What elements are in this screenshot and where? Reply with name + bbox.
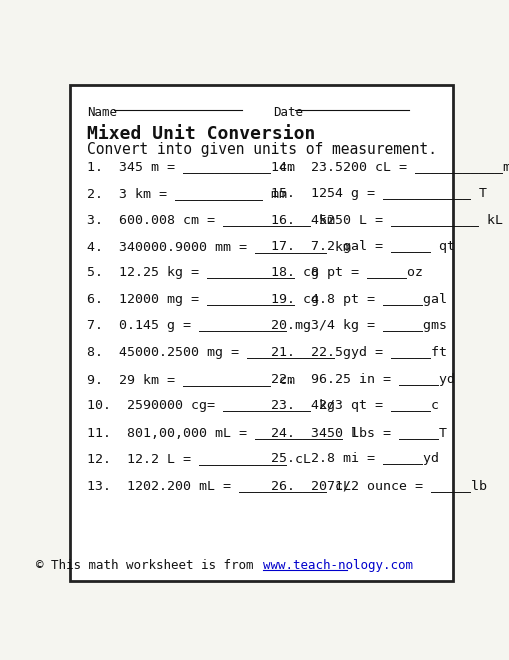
- Text: 4.  340000.9000 mm = _________ km: 4. 340000.9000 mm = _________ km: [87, 240, 350, 253]
- Text: 3.  600.008 cm = ___________ km: 3. 600.008 cm = ___________ km: [87, 213, 334, 226]
- Text: Mixed Unit Conversion: Mixed Unit Conversion: [87, 125, 315, 143]
- Text: Name: Name: [87, 106, 117, 119]
- Text: 9.  29 km = ___________ cm: 9. 29 km = ___________ cm: [87, 372, 294, 385]
- Text: Convert into given units of measurement.: Convert into given units of measurement.: [87, 143, 436, 157]
- Text: 19.  4.8 pt = _____gal: 19. 4.8 pt = _____gal: [271, 293, 446, 306]
- Text: 18.  8 pt = _____oz: 18. 8 pt = _____oz: [271, 267, 422, 279]
- Text: 24.  3450 lbs = _____T: 24. 3450 lbs = _____T: [271, 426, 446, 439]
- Text: 13.  1202.200 mL = ___________ cL: 13. 1202.200 mL = ___________ cL: [87, 479, 350, 492]
- Text: 8.  45000.2500 mg = ___________ g: 8. 45000.2500 mg = ___________ g: [87, 346, 350, 359]
- Text: 7.  0.145 g = ___________ mg: 7. 0.145 g = ___________ mg: [87, 319, 310, 333]
- Text: 23.  42/3 qt = _____c: 23. 42/3 qt = _____c: [271, 399, 439, 412]
- Text: 11.  801,00,000 mL = ___________ L: 11. 801,00,000 mL = ___________ L: [87, 426, 358, 439]
- Text: 17.  7.2 gal = _____ qt: 17. 7.2 gal = _____ qt: [271, 240, 455, 253]
- Text: www.teach-nology.com: www.teach-nology.com: [263, 559, 412, 572]
- Text: 21.  22.5 yd = _____ft: 21. 22.5 yd = _____ft: [271, 346, 446, 359]
- Text: 1.  345 m = ___________ cm: 1. 345 m = ___________ cm: [87, 160, 294, 173]
- Text: © This math worksheet is from: © This math worksheet is from: [36, 559, 261, 572]
- Text: 26.  2071/2 ounce = _____lb: 26. 2071/2 ounce = _____lb: [271, 479, 487, 492]
- Text: 15.  1254 g = ___________ T: 15. 1254 g = ___________ T: [271, 187, 487, 199]
- Text: 12.  12.2 L = ___________ cL: 12. 12.2 L = ___________ cL: [87, 452, 310, 465]
- Text: 10.  2590000 cg= ___________ kg: 10. 2590000 cg= ___________ kg: [87, 399, 334, 412]
- Text: 20.  3/4 kg = _____gms: 20. 3/4 kg = _____gms: [271, 319, 446, 333]
- Text: 2.  3 km = ___________ mm: 2. 3 km = ___________ mm: [87, 187, 287, 199]
- Text: 22.  96.25 in = _____yd: 22. 96.25 in = _____yd: [271, 372, 455, 385]
- Text: Date: Date: [272, 106, 302, 119]
- Text: 6.  12000 mg = ___________ cg: 6. 12000 mg = ___________ cg: [87, 293, 318, 306]
- Text: 16.  45250 L = ___________ kL: 16. 45250 L = ___________ kL: [271, 213, 502, 226]
- Text: 5.  12.25 kg = ___________ cg: 5. 12.25 kg = ___________ cg: [87, 267, 318, 279]
- Text: 25.  2.8 mi = _____yd: 25. 2.8 mi = _____yd: [271, 452, 439, 465]
- Text: 14.  23.5200 cL = ___________mL: 14. 23.5200 cL = ___________mL: [271, 160, 509, 173]
